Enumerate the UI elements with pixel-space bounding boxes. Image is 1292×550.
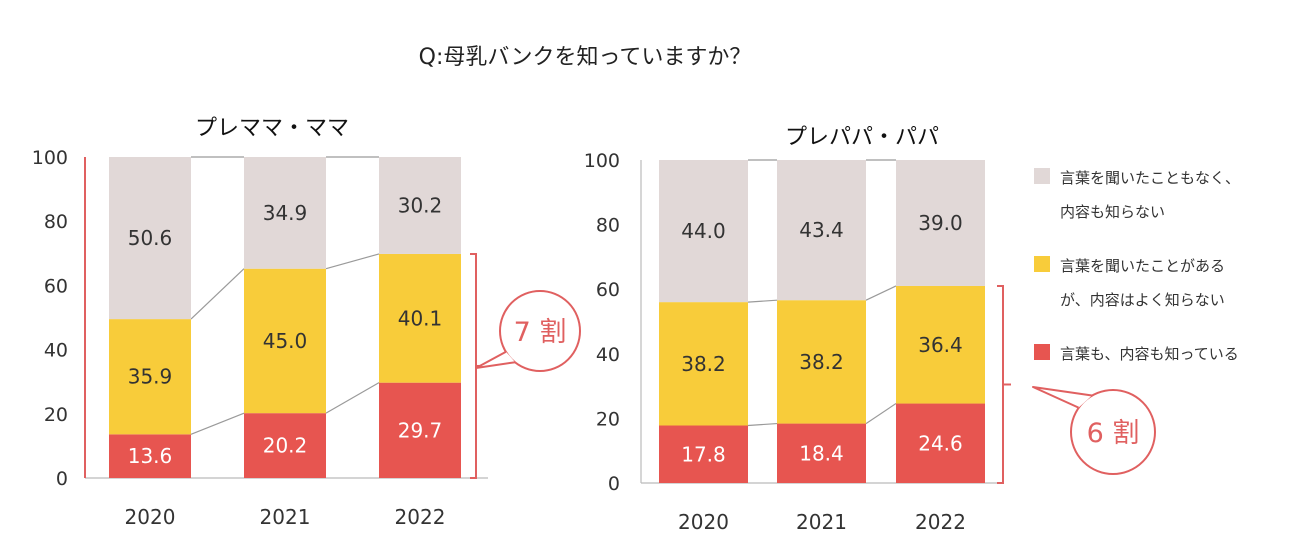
bar-segment-heard xyxy=(659,302,748,426)
bar-segment-unaware xyxy=(659,160,748,303)
bar-segment-unaware xyxy=(777,160,866,301)
data-label-heard: 38.2 xyxy=(681,352,726,376)
question-title: Q:母乳バンクを知っていますか？ xyxy=(419,45,752,70)
data-label-heard: 35.9 xyxy=(128,365,173,389)
x-tick-label: 2021 xyxy=(796,510,847,534)
callout-bubble xyxy=(1070,389,1156,475)
data-label-heard: 45.0 xyxy=(263,329,308,353)
bar-segment-know xyxy=(244,413,326,478)
data-label-unaware: 34.9 xyxy=(263,201,308,225)
data-label-unaware: 43.4 xyxy=(799,218,844,242)
callout-tail xyxy=(1032,386,1093,409)
callout-label: 6 割 xyxy=(1087,418,1140,449)
connector-line xyxy=(865,403,897,425)
callout-bracket xyxy=(997,284,1004,484)
legend-swatch xyxy=(1034,344,1050,360)
data-label-unaware: 44.0 xyxy=(681,219,726,243)
legend: 言葉を聞いたこともなく、内容も知らない言葉を聞いたことがあるが、内容はよく知らな… xyxy=(1034,168,1240,363)
data-label-know: 20.2 xyxy=(263,434,308,458)
x-tick-label: 2022 xyxy=(915,510,966,534)
bar-segment-heard xyxy=(379,253,461,383)
y-tick-label: 60 xyxy=(596,279,620,301)
data-label-know: 18.4 xyxy=(799,441,844,465)
bar-segment-know xyxy=(379,382,461,478)
bar-segment-heard xyxy=(896,285,985,404)
connector-line xyxy=(190,412,245,435)
connector-line xyxy=(190,268,245,320)
y-tick-label: 0 xyxy=(608,473,620,495)
connector-line xyxy=(747,299,778,303)
legend-item-unaware: 言葉を聞いたこともなく、内容も知らない xyxy=(1034,168,1240,221)
legend-swatch xyxy=(1034,256,1050,272)
bar-segment-know xyxy=(659,425,748,483)
data-label-know: 13.6 xyxy=(128,444,173,468)
legend-label: が、内容はよく知らない xyxy=(1060,291,1225,309)
x-tick-label: 2022 xyxy=(395,505,446,529)
bar-segment-heard xyxy=(244,268,326,414)
data-label-unaware: 30.2 xyxy=(398,193,443,217)
connector-line xyxy=(325,382,380,414)
chart-panel-1: プレママ・ママ 0 20 40 60 80 100 13.6 35.9 50.6 2020 20.2 4… xyxy=(32,116,581,529)
x-tick-label: 2020 xyxy=(125,505,176,529)
y-tick-label: 80 xyxy=(596,215,620,237)
data-label-heard: 36.4 xyxy=(918,333,963,357)
connector-line xyxy=(325,253,380,270)
chart-title: プレパパ・パパ xyxy=(785,125,939,150)
bar-segment-heard xyxy=(109,319,191,435)
callout-bubble xyxy=(499,290,581,372)
data-label-unaware: 50.6 xyxy=(128,226,173,250)
legend-item-know: 言葉も、内容も知っている xyxy=(1034,344,1239,363)
connector-line xyxy=(865,285,897,301)
chart-title: プレママ・ママ xyxy=(195,116,349,141)
y-tick-label: 100 xyxy=(32,147,68,169)
charts-layer: プレママ・ママ 0 20 40 60 80 100 13.6 35.9 50.6 2020 20.2 4… xyxy=(32,116,1156,534)
legend-label: 言葉を聞いたことがある xyxy=(1060,257,1225,275)
data-label-know: 29.7 xyxy=(398,418,443,442)
bar-segment-know xyxy=(109,434,191,478)
bar-segment-unaware xyxy=(379,157,461,254)
bar-segment-know xyxy=(896,403,985,483)
data-label-heard: 38.2 xyxy=(799,350,844,374)
y-tick-label: 20 xyxy=(44,404,68,426)
y-tick-label: 0 xyxy=(56,468,68,490)
x-tick-label: 2020 xyxy=(678,510,729,534)
y-tick-label: 60 xyxy=(44,275,68,297)
callout-bracket xyxy=(470,252,477,479)
data-label-heard: 40.1 xyxy=(398,306,443,330)
bar-segment-know xyxy=(777,423,866,483)
bar-segment-unaware xyxy=(244,157,326,269)
y-tick-label: 100 xyxy=(584,150,620,172)
legend-label: 言葉を聞いたこともなく、 xyxy=(1060,169,1240,187)
y-tick-label: 40 xyxy=(44,340,68,362)
y-tick-label: 80 xyxy=(44,211,68,233)
data-label-know: 24.6 xyxy=(918,431,963,455)
bar-segment-unaware xyxy=(109,157,191,320)
y-tick-label: 40 xyxy=(596,344,620,366)
y-tick-label: 20 xyxy=(596,408,620,430)
data-label-know: 17.8 xyxy=(681,442,726,466)
data-label-unaware: 39.0 xyxy=(918,211,963,235)
bar-segment-unaware xyxy=(896,160,985,286)
legend-label: 内容も知らない xyxy=(1060,203,1165,221)
chart-panel-2: プレパパ・パパ 0 20 40 60 80 100 17.8 38.2 44.0 2020 18.4 3… xyxy=(584,125,1156,534)
connector-line xyxy=(747,422,778,427)
bar-segment-heard xyxy=(777,300,866,424)
callout-tail xyxy=(475,350,516,369)
legend-swatch xyxy=(1034,168,1050,184)
x-tick-label: 2021 xyxy=(260,505,311,529)
callout-label: 7 割 xyxy=(514,317,567,348)
legend-label: 言葉も、内容も知っている xyxy=(1060,345,1239,363)
